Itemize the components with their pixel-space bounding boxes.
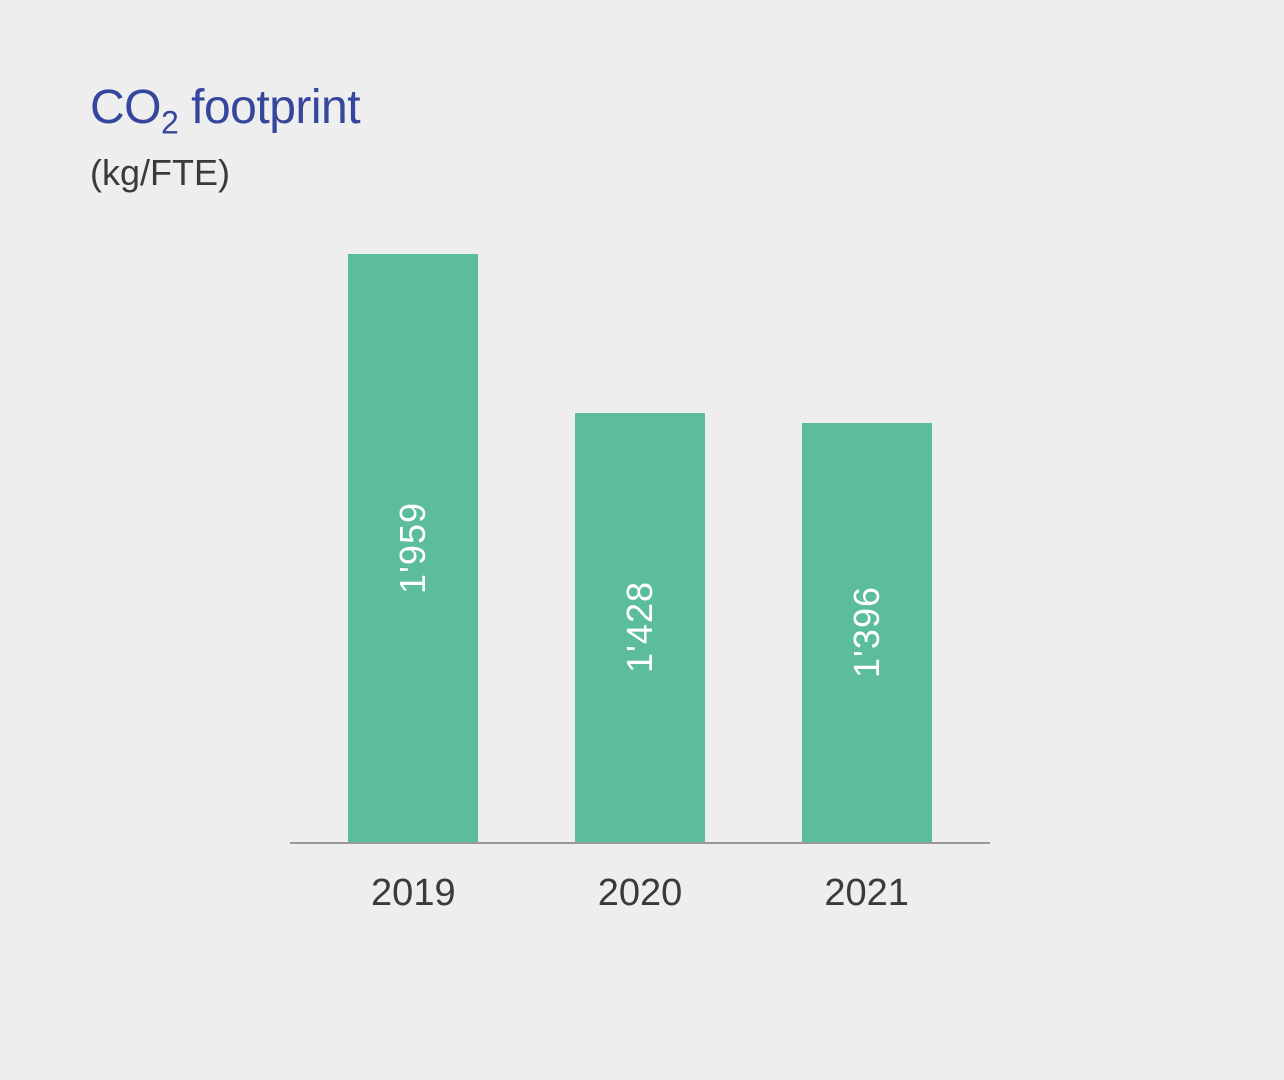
bar-value-2020: 1'428 (619, 581, 661, 673)
bar-value-2019: 1'959 (392, 502, 434, 594)
x-axis-labels: 2019 2020 2021 (290, 872, 990, 915)
title-suffix: footprint (178, 81, 360, 134)
x-label-2019: 2019 (348, 872, 478, 915)
bar-wrapper-2020: 1'428 (575, 254, 705, 842)
bar-wrapper-2019: 1'959 (348, 254, 478, 842)
x-label-2021: 2021 (802, 872, 932, 915)
bar-wrapper-2021: 1'396 (802, 254, 932, 842)
bars-container: 1'959 1'428 1'396 (290, 254, 990, 844)
title-subscript: 2 (161, 105, 178, 141)
chart-plot-area: 1'959 1'428 1'396 2019 2020 2021 (290, 254, 990, 915)
chart-subtitle: (kg/FTE) (90, 152, 1194, 194)
x-label-2020: 2020 (575, 872, 705, 915)
bar-2019: 1'959 (348, 254, 478, 842)
title-prefix: CO (90, 81, 161, 134)
bar-2021: 1'396 (802, 423, 932, 842)
bar-value-2021: 1'396 (846, 586, 888, 678)
chart-title: CO2 footprint (90, 80, 1194, 142)
co2-footprint-chart: CO2 footprint (kg/FTE) 1'959 1'428 1'396… (90, 80, 1194, 1000)
bar-2020: 1'428 (575, 413, 705, 842)
